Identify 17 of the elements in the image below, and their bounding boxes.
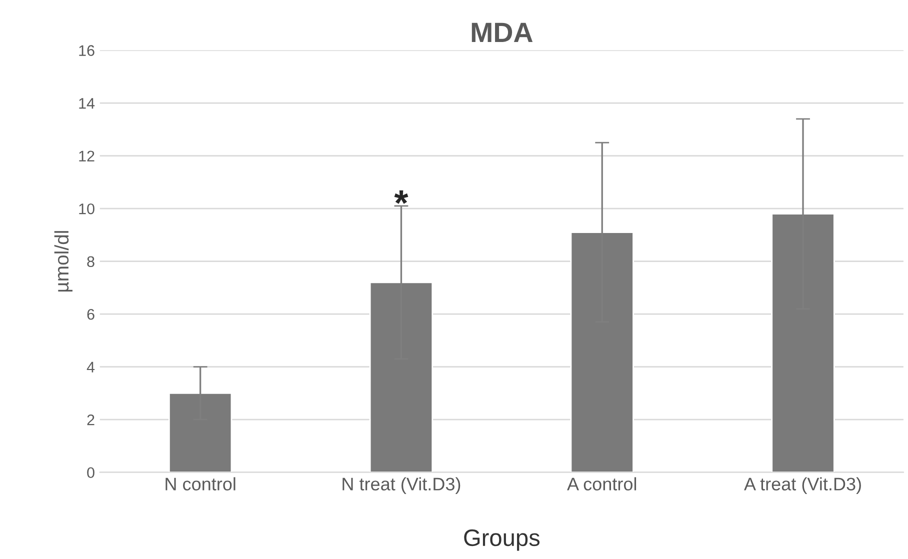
y-tick-label: 6 [87,308,94,320]
y-tick-label: 8 [87,256,94,268]
y-tick-label: 16 [79,45,94,56]
x-tick-label: N treat (Vit.D3) [342,477,460,494]
x-tick-label: A treat (Vit.D3) [744,477,861,494]
y-tick-label: 0 [87,467,94,478]
y-tick-label: 12 [79,150,94,162]
chart-title: MDA [472,22,533,42]
y-tick-label: 4 [86,362,95,372]
y-tick-label: 14 [79,98,95,109]
x-tick-label: N control [166,477,236,490]
y-tick-label: 10 [79,203,94,214]
x-tick-label: A control [567,477,636,490]
annotation: * [394,190,408,204]
y-tick-label: 2 [87,414,94,426]
y-axis-title: µmol/dl [54,231,72,292]
x-axis-title: Groups [464,529,540,551]
